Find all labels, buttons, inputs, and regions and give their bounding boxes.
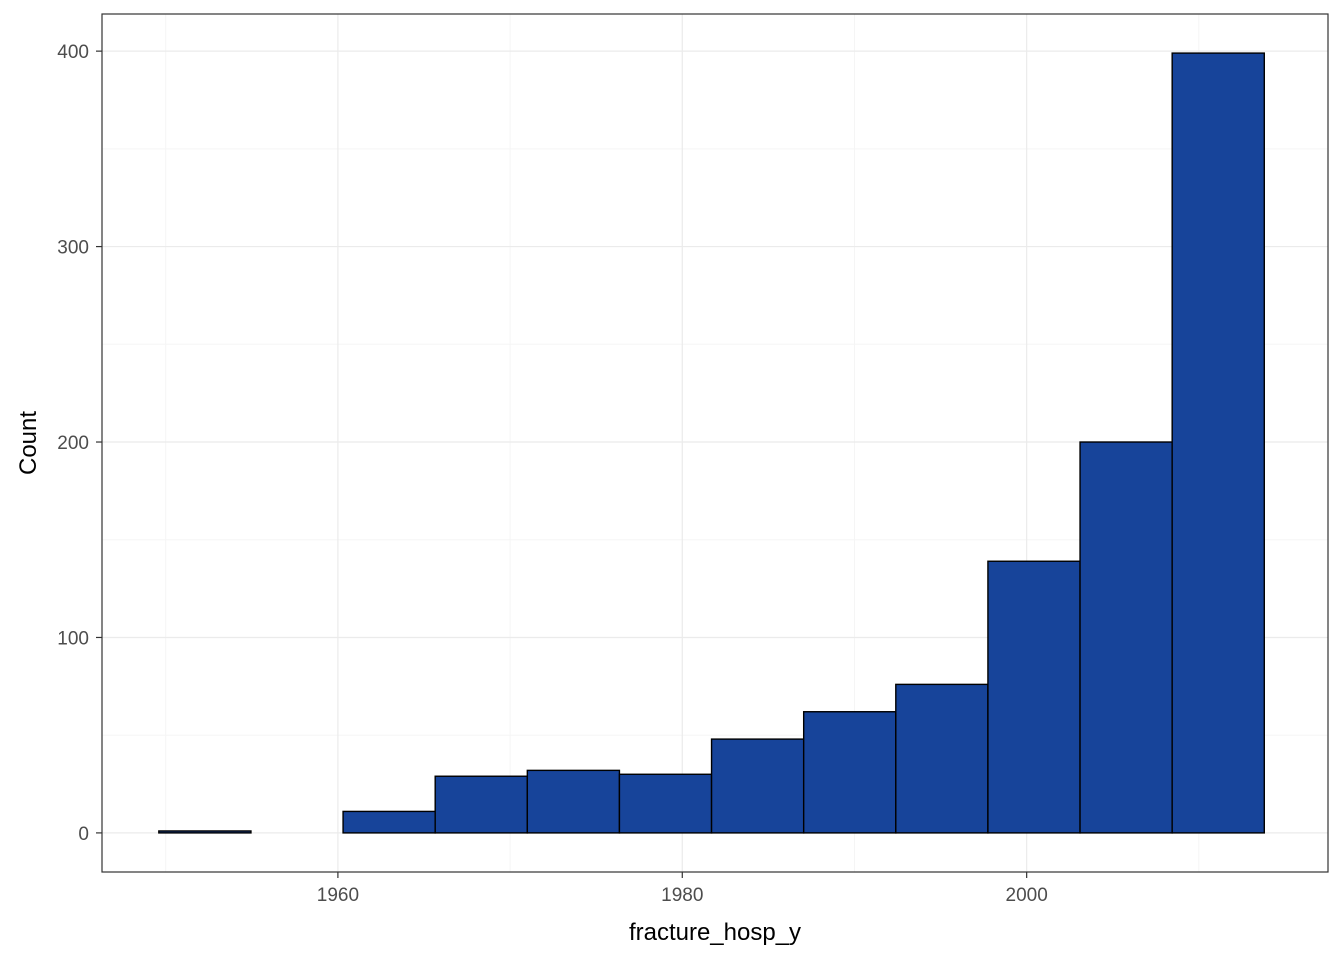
histogram-bar [434, 775, 529, 834]
y-tick-label: 300 [57, 238, 89, 259]
x-tick-label: 2000 [1006, 885, 1048, 906]
y-tick-label: 400 [57, 42, 89, 63]
panel-border [101, 13, 1329, 873]
histogram-bar [987, 560, 1081, 834]
y-axis: 0 100 200 300 400 [57, 42, 102, 845]
y-tick-label: 200 [57, 433, 89, 454]
x-axis: 1960 1980 2000 [317, 872, 1048, 906]
histogram-bar [710, 738, 805, 834]
y-tick-label: 0 [78, 824, 89, 845]
histogram-bar [526, 769, 621, 834]
y-axis-title: Count [15, 411, 42, 475]
histogram-bar [895, 683, 989, 834]
histogram-bar [342, 810, 436, 834]
histogram-bar [618, 773, 713, 834]
x-tick-label: 1980 [661, 885, 703, 906]
x-axis-title: fracture_hosp_y [629, 919, 801, 946]
x-tick-label: 1960 [317, 885, 359, 906]
histogram-bar [802, 711, 897, 834]
histogram-bars [158, 52, 1265, 834]
y-tick-label: 100 [57, 628, 89, 649]
histogram-bar [1079, 441, 1173, 834]
histogram-bar [158, 830, 252, 834]
histogram-bar [1171, 52, 1265, 834]
